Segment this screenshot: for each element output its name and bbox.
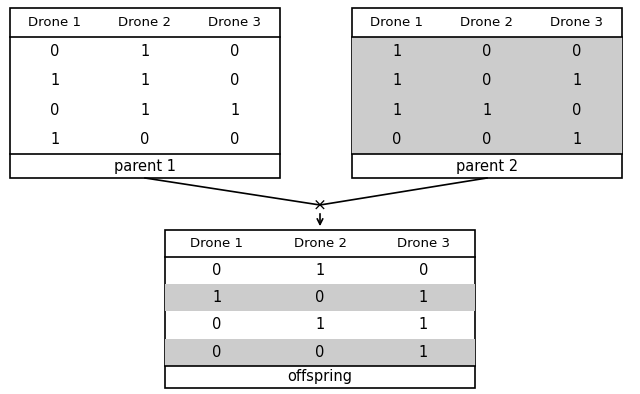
Text: 0: 0 <box>51 44 60 59</box>
Text: 1: 1 <box>572 132 582 147</box>
Text: 1: 1 <box>140 73 150 88</box>
Text: 0: 0 <box>419 263 428 278</box>
Text: 1: 1 <box>392 73 402 88</box>
Text: offspring: offspring <box>287 370 353 385</box>
Text: 0: 0 <box>483 132 492 147</box>
Bar <box>10 8 280 178</box>
Text: 1: 1 <box>51 132 60 147</box>
Text: 1: 1 <box>572 73 582 88</box>
Text: 0: 0 <box>212 345 221 360</box>
Text: 0: 0 <box>230 44 240 59</box>
Text: 0: 0 <box>230 132 240 147</box>
Text: 1: 1 <box>230 103 239 118</box>
Text: 1: 1 <box>483 103 492 118</box>
Text: parent 2: parent 2 <box>456 159 518 174</box>
Text: Drone 1: Drone 1 <box>29 16 81 29</box>
Text: Drone 2: Drone 2 <box>118 16 172 29</box>
Text: 0: 0 <box>51 103 60 118</box>
Text: Drone 3: Drone 3 <box>397 237 450 250</box>
Text: 1: 1 <box>392 103 402 118</box>
Text: 1: 1 <box>419 345 428 360</box>
Text: 1: 1 <box>51 73 60 88</box>
Text: 0: 0 <box>572 44 582 59</box>
Bar <box>352 96 622 125</box>
Text: 1: 1 <box>392 44 402 59</box>
Bar <box>165 338 475 366</box>
Bar <box>352 66 622 96</box>
Bar <box>165 284 475 311</box>
Text: Drone 1: Drone 1 <box>190 237 243 250</box>
Text: Drone 2: Drone 2 <box>294 237 346 250</box>
Text: Drone 3: Drone 3 <box>209 16 262 29</box>
Text: 0: 0 <box>212 263 221 278</box>
Text: 1: 1 <box>316 263 324 278</box>
Text: 0: 0 <box>483 44 492 59</box>
Bar <box>165 230 475 388</box>
Text: 1: 1 <box>140 103 150 118</box>
Bar <box>352 8 622 178</box>
Text: 1: 1 <box>212 290 221 305</box>
Text: 1: 1 <box>419 290 428 305</box>
Text: 1: 1 <box>419 318 428 333</box>
Text: Drone 2: Drone 2 <box>461 16 513 29</box>
Text: 0: 0 <box>140 132 150 147</box>
Text: 1: 1 <box>316 318 324 333</box>
Text: 0: 0 <box>230 73 240 88</box>
Bar <box>352 37 622 66</box>
Text: 0: 0 <box>392 132 402 147</box>
Text: 0: 0 <box>483 73 492 88</box>
Text: Drone 1: Drone 1 <box>371 16 424 29</box>
Text: 0: 0 <box>316 290 324 305</box>
Bar <box>352 125 622 154</box>
Text: Drone 3: Drone 3 <box>550 16 604 29</box>
Text: ×: × <box>313 197 327 214</box>
Text: 1: 1 <box>140 44 150 59</box>
Text: 0: 0 <box>572 103 582 118</box>
Text: 0: 0 <box>212 318 221 333</box>
Text: parent 1: parent 1 <box>114 159 176 174</box>
Text: 0: 0 <box>316 345 324 360</box>
